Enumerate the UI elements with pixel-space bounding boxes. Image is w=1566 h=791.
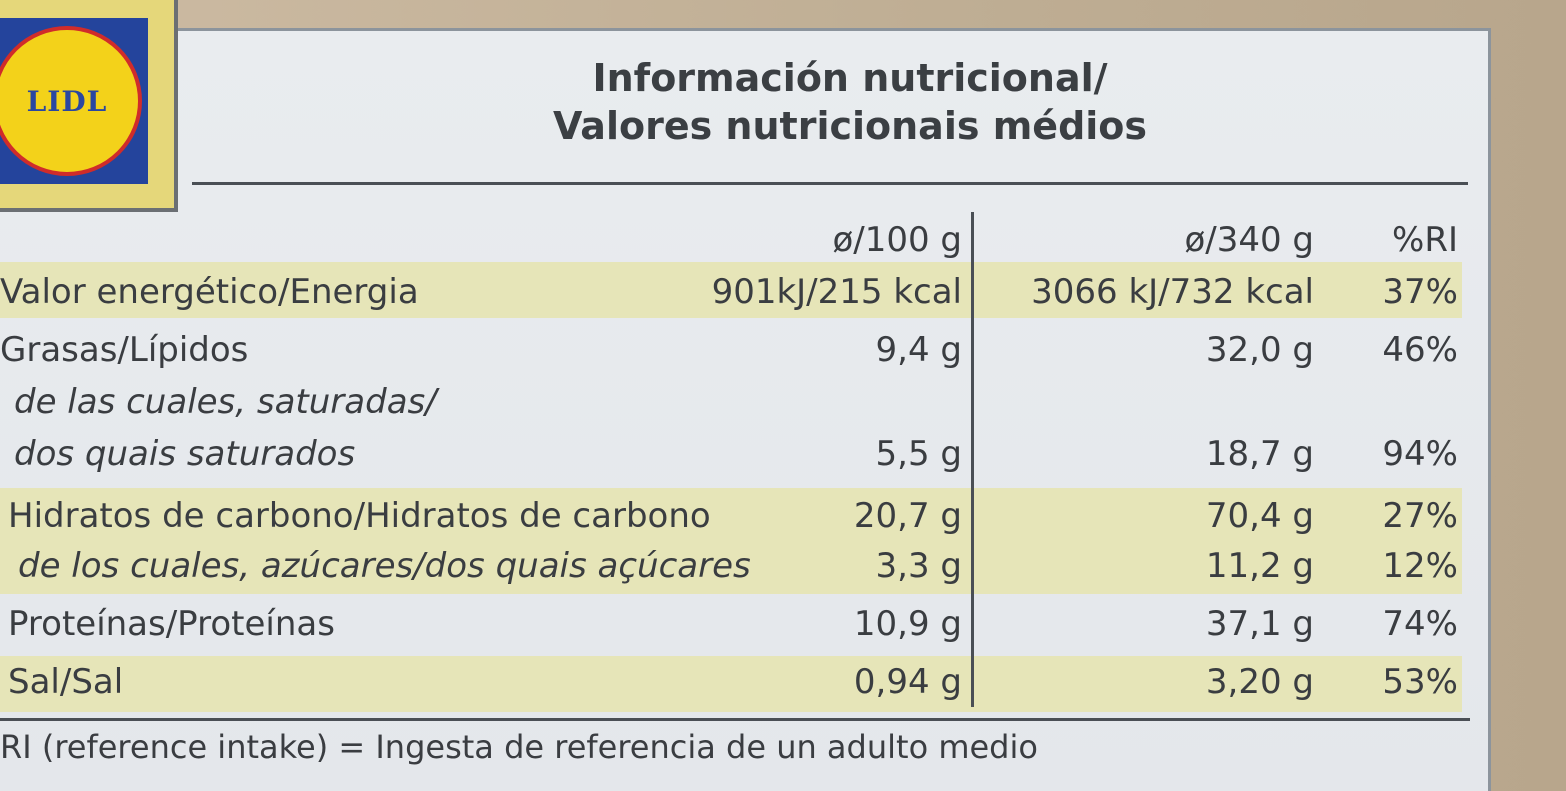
row-value-sugars-ri: 12% <box>1382 546 1458 586</box>
row-value-salt-100g: 0,94 g <box>853 662 962 702</box>
salt-row-band <box>0 656 1462 712</box>
row-value-sugars-340g: 11,2 g <box>1205 546 1314 586</box>
row-value-protein-340g: 37,1 g <box>1205 604 1314 644</box>
title-divider <box>192 182 1468 185</box>
row-label-saturates-line1: de las cuales, saturadas/ <box>14 382 437 422</box>
header-per-340g: ø/340 g <box>1184 220 1314 260</box>
header-per-100g: ø/100 g <box>832 220 962 260</box>
row-value-fat-ri: 46% <box>1382 330 1458 370</box>
column-divider <box>971 212 974 707</box>
row-value-energy-ri: 37% <box>1382 272 1458 312</box>
row-label-saturates-line2: dos quais saturados <box>14 434 356 474</box>
row-value-energy-100g: 901kJ/215 kcal <box>711 272 962 312</box>
title-line-2: Valores nutricionais médios <box>552 103 1148 148</box>
row-value-protein-100g: 10,9 g <box>853 604 962 644</box>
row-value-salt-340g: 3,20 g <box>1205 662 1314 702</box>
title-line-1: Información nutricional/ <box>592 56 1108 100</box>
row-label-salt: Sal/Sal <box>8 662 124 702</box>
row-label-sugars: de los cuales, azúcares/dos quais açúcar… <box>18 546 751 586</box>
row-value-carbohydrate-100g: 20,7 g <box>853 496 962 536</box>
logo-box: LIDL <box>0 0 178 212</box>
footer-divider <box>0 718 1470 721</box>
row-value-energy-340g: 3066 kJ/732 kcal <box>1031 272 1314 312</box>
logo-background: LIDL <box>0 18 148 184</box>
carbohydrate-row-band <box>0 488 1462 594</box>
row-label-protein: Proteínas/Proteínas <box>8 604 335 644</box>
lidl-logo: LIDL <box>0 26 142 176</box>
energy-row-band <box>0 262 1462 318</box>
row-label-fat: Grasas/Lípidos <box>0 330 249 370</box>
label-title: Información nutricional/ Valores nutrici… <box>500 55 1200 150</box>
footnote: RI (reference intake) = Ingesta de refer… <box>0 728 1038 766</box>
row-label-energy: Valor energético/Energia <box>0 272 419 312</box>
row-value-fat-100g: 9,4 g <box>875 330 962 370</box>
row-value-carbohydrate-340g: 70,4 g <box>1205 496 1314 536</box>
row-label-carbohydrate: Hidratos de carbono/Hidratos de carbono <box>8 496 711 536</box>
row-value-salt-ri: 53% <box>1382 662 1458 702</box>
header-ri: %RI <box>1392 220 1458 260</box>
row-value-sugars-100g: 3,3 g <box>875 546 962 586</box>
row-value-saturates-340g: 18,7 g <box>1205 434 1314 474</box>
row-value-carbohydrate-ri: 27% <box>1382 496 1458 536</box>
row-value-saturates-ri: 94% <box>1382 434 1458 474</box>
row-value-protein-ri: 74% <box>1382 604 1458 644</box>
logo-text: LIDL <box>26 84 108 118</box>
row-value-saturates-100g: 5,5 g <box>875 434 962 474</box>
row-value-fat-340g: 32,0 g <box>1205 330 1314 370</box>
